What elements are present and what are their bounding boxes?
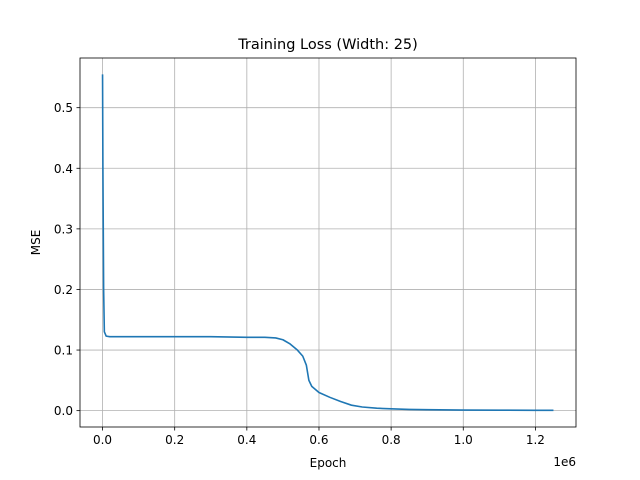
chart-title: Training Loss (Width: 25): [237, 37, 418, 53]
y-tick-label: 0.5: [54, 101, 73, 115]
x-tick-label: 0.0: [93, 433, 112, 447]
x-axis-label: Epoch: [310, 456, 347, 470]
x-axis-ticks: 0.0 0.2 0.4 0.6 0.8 1.0 1.2: [93, 427, 545, 447]
y-axis-ticks: 0.0 0.1 0.2 0.3 0.4 0.5: [54, 101, 80, 418]
axes-frame: [79, 57, 577, 428]
x-tick-label: 1.0: [454, 433, 473, 447]
y-tick-label: 0.3: [54, 222, 73, 236]
x-tick-label: 0.2: [165, 433, 184, 447]
series-layer: [101, 74, 554, 412]
y-tick-label: 0.4: [54, 162, 73, 176]
x-tick-label: 0.6: [309, 433, 328, 447]
grid: [80, 58, 576, 427]
x-tick-label: 1.2: [526, 433, 545, 447]
y-axis-label: MSE: [29, 230, 43, 256]
y-tick-label: 0.0: [54, 404, 73, 418]
x-tick-label: 0.4: [237, 433, 256, 447]
loss-line: [101, 74, 554, 412]
y-tick-label: 0.1: [54, 344, 73, 358]
x-axis-offset-label: 1e6: [553, 455, 576, 469]
x-tick-label: 0.8: [382, 433, 401, 447]
y-tick-label: 0.2: [54, 283, 73, 297]
